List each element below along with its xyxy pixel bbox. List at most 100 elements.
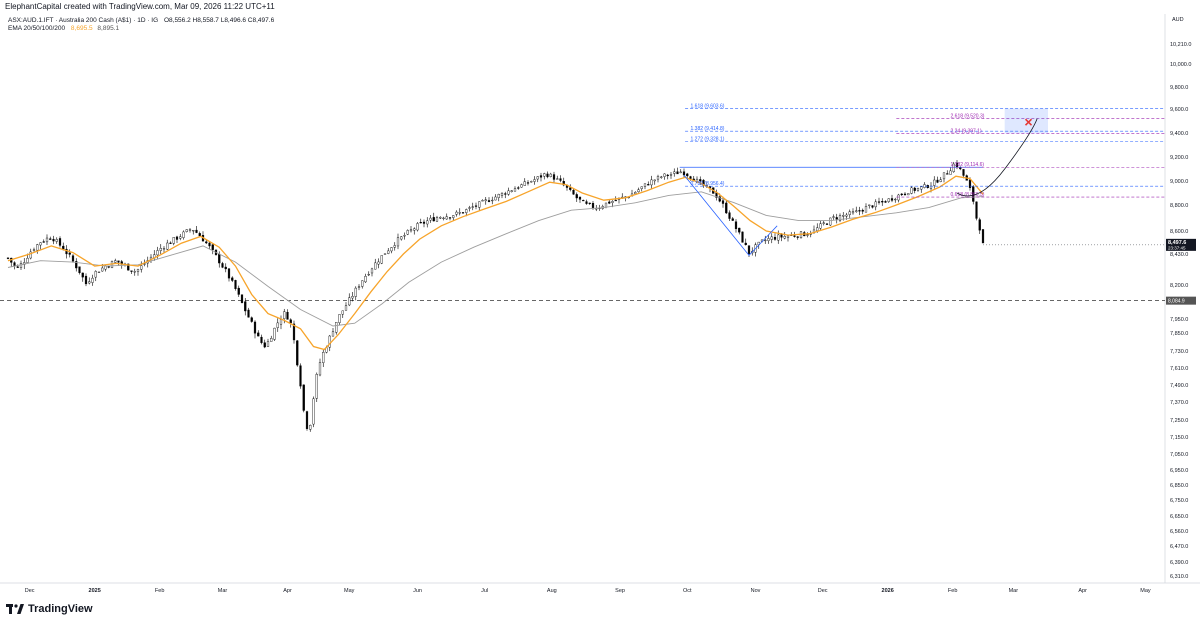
y-tick-label: 8,200.0	[1170, 283, 1188, 289]
candle-body	[972, 186, 975, 202]
candle-body	[357, 286, 361, 288]
candle-body	[916, 187, 920, 191]
candle-body	[156, 250, 159, 256]
y-tick-label: 9,400.0	[1170, 131, 1188, 137]
candle-body	[504, 193, 507, 195]
candle-body	[569, 187, 572, 190]
candle-body	[133, 271, 136, 273]
candle-body	[634, 191, 637, 194]
ema-label: EMA 20/50/100/200	[8, 25, 66, 32]
candle-body	[530, 181, 533, 183]
candle-body	[390, 247, 393, 252]
candle-body	[400, 236, 403, 240]
candle-body	[588, 202, 591, 204]
y-tick-label: 6,390.0	[1170, 560, 1188, 566]
candle-body	[260, 336, 263, 343]
candle-body	[159, 248, 162, 251]
candle-body	[591, 203, 595, 208]
candle-body	[318, 362, 322, 376]
candle-body	[855, 210, 858, 212]
x-tick-label: May	[344, 588, 355, 594]
fib-level-label: 0.618 (8,866.5)	[951, 192, 985, 198]
candle-body	[968, 179, 972, 188]
candle-body	[231, 277, 234, 281]
candle-body	[903, 193, 907, 195]
price-chart[interactable]: AUD 10,210.0 10,000.0 9,800.0 9,600.0 9,400.0…	[0, 0, 1200, 600]
x-tick-label: Nov	[751, 588, 761, 594]
candle-body	[263, 342, 266, 348]
candle-body	[351, 296, 354, 299]
candle-body	[650, 179, 653, 186]
candle-body	[825, 223, 829, 225]
candle-body	[49, 238, 52, 240]
candle-body	[952, 163, 955, 172]
ema-slow-line	[7, 191, 984, 327]
y-tick-label: 6,750.0	[1170, 498, 1188, 504]
candle-body	[338, 314, 341, 323]
candle-body	[185, 229, 188, 232]
candle-body	[39, 242, 42, 246]
ema-slow-value: 8,895.1	[97, 25, 120, 32]
candle-body	[107, 266, 110, 268]
candle-body	[793, 235, 796, 237]
candle-body	[435, 217, 439, 222]
candle-body	[491, 199, 494, 202]
candle-body	[84, 275, 88, 285]
candle-body	[500, 192, 504, 196]
x-tick-label: Dec	[818, 588, 828, 594]
candle-body	[699, 179, 702, 182]
candle-body	[221, 263, 224, 268]
candle-body	[130, 270, 133, 272]
candle-body	[396, 237, 400, 247]
candle-body	[819, 223, 822, 229]
currency-label: AUD	[1172, 17, 1184, 23]
candle-body	[240, 294, 244, 303]
candle-body	[731, 218, 734, 221]
candle-body	[71, 255, 75, 262]
candle-body	[224, 266, 227, 270]
candle-body	[458, 212, 461, 214]
candle-body	[370, 268, 374, 274]
candle-body	[806, 234, 809, 236]
candle-body	[26, 257, 29, 263]
candle-body	[585, 201, 588, 204]
tradingview-logo-icon	[6, 603, 24, 614]
candle-body	[52, 238, 55, 242]
candle-body	[604, 202, 608, 208]
candle-body	[572, 190, 575, 195]
y-tick-label: 8,800.0	[1170, 203, 1188, 209]
candle-body	[689, 176, 692, 179]
candle-body	[367, 273, 370, 276]
candle-body	[162, 248, 166, 250]
candle-body	[32, 249, 36, 251]
ema-fast-value: 8,695.5	[70, 25, 93, 32]
candle-body	[582, 199, 585, 202]
candle-body	[578, 196, 582, 200]
candle-body	[78, 266, 81, 273]
candle-body	[676, 171, 679, 175]
y-tick-label: 6,650.0	[1170, 514, 1188, 520]
x-tick-label: Feb	[155, 588, 164, 594]
candle-body	[822, 222, 825, 224]
candle-body	[270, 338, 273, 342]
candle-body	[478, 201, 481, 208]
x-tick-label: Apr	[283, 588, 292, 594]
candle-body	[383, 253, 387, 255]
candle-body	[962, 169, 965, 176]
candle-body	[734, 221, 738, 230]
y-tick-label: 7,150.0	[1170, 435, 1188, 441]
y-tick-label: 6,310.0	[1170, 574, 1188, 580]
candle-body	[322, 352, 325, 363]
x-tick-label: Mar	[1009, 588, 1019, 594]
candle-body	[348, 297, 351, 306]
y-tick-label: 7,050.0	[1170, 452, 1188, 458]
x-tick-label: Feb	[948, 588, 957, 594]
candle-body	[419, 222, 422, 224]
candle-body	[283, 311, 286, 319]
candle-body	[276, 322, 279, 328]
candle-body	[448, 217, 452, 219]
candle-body	[455, 211, 458, 215]
candle-body	[907, 193, 910, 196]
candle-body	[380, 255, 383, 264]
candle-body	[949, 170, 952, 175]
